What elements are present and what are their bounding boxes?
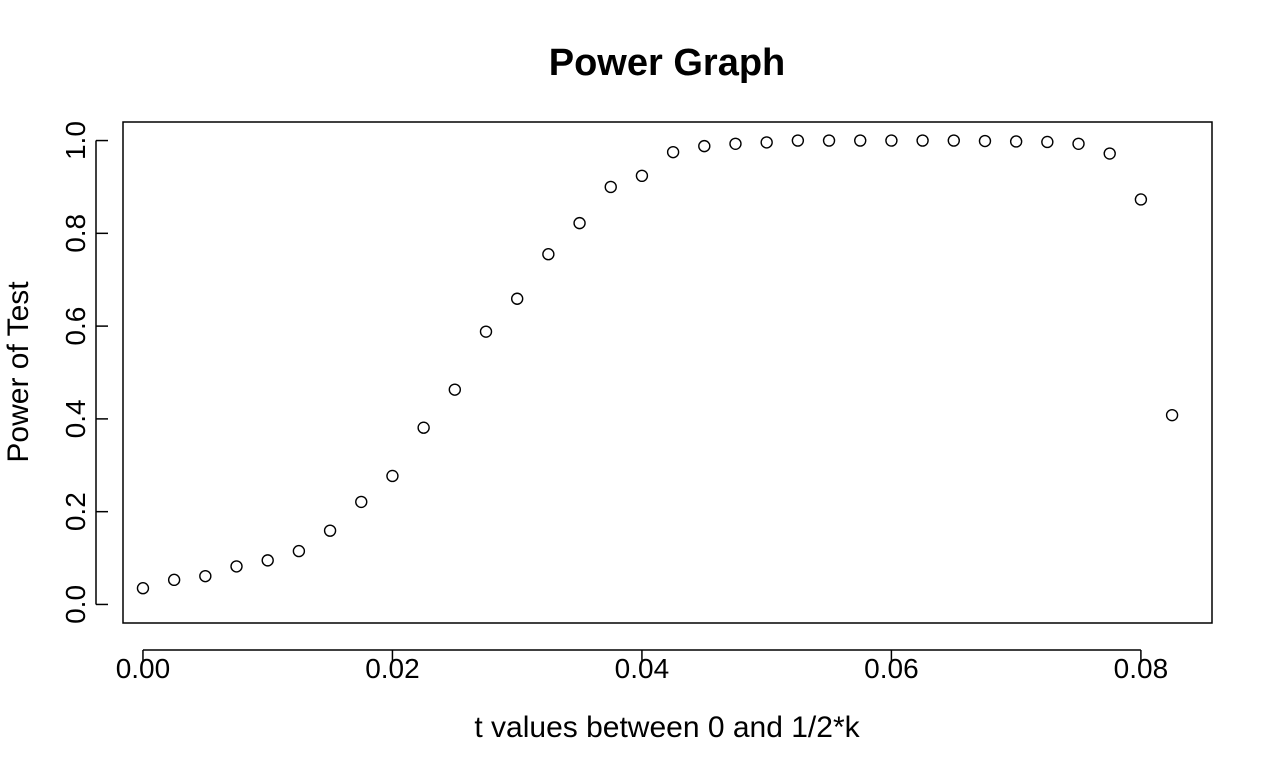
x-tick-label: 0.00 (116, 653, 171, 684)
x-tick-label: 0.02 (365, 653, 420, 684)
data-point (1072, 137, 1085, 151)
data-point (885, 134, 898, 147)
y-axis-label: Power of Test (2, 281, 35, 463)
data-point (729, 137, 742, 151)
y-tick-label: 0.2 (60, 492, 91, 531)
data-point (510, 292, 524, 305)
data-point (978, 134, 992, 148)
data-point (1165, 408, 1179, 422)
data-point (1041, 135, 1054, 149)
x-axis-label: t values between 0 and 1/2*k (474, 711, 860, 744)
y-tick-label: 0.6 (60, 307, 91, 346)
x-tick-label: 0.08 (1114, 653, 1169, 684)
plot-area-frame (122, 121, 1213, 624)
data-point (136, 582, 150, 595)
y-tick-label: 0.8 (60, 214, 91, 253)
data-point (417, 421, 430, 434)
data-points (136, 134, 1179, 595)
data-point (635, 169, 649, 183)
data-point (355, 495, 368, 509)
data-point (386, 469, 399, 483)
x-axis: 0.00 0.02 0.04 0.06 0.08 (116, 649, 1169, 684)
data-point (542, 248, 555, 261)
data-point (261, 554, 274, 567)
data-point (199, 569, 212, 583)
data-point (448, 383, 462, 396)
y-tick-label: 0.0 (60, 585, 91, 624)
data-point (916, 134, 929, 147)
data-point (947, 134, 960, 147)
data-point (604, 180, 617, 194)
y-tick-label: 0.4 (60, 399, 91, 438)
x-tick-label: 0.06 (864, 653, 919, 684)
data-point (822, 134, 836, 147)
data-point (760, 136, 773, 149)
y-tick-label: 1.0 (60, 121, 91, 160)
data-point (230, 560, 243, 573)
y-axis: 0.0 0.2 0.4 0.6 0.8 1.0 (60, 121, 108, 624)
data-point (1134, 193, 1148, 206)
data-point (479, 325, 493, 338)
data-point (1009, 135, 1023, 148)
data-point (666, 145, 680, 159)
data-point (1103, 147, 1116, 160)
x-tick-label: 0.04 (615, 653, 670, 684)
chart-title: Power Graph (549, 42, 786, 84)
data-point (698, 139, 711, 153)
data-point (323, 524, 337, 537)
data-point (573, 216, 586, 230)
data-point (791, 134, 805, 147)
data-point (292, 544, 306, 558)
data-point (167, 573, 181, 587)
data-point (854, 134, 867, 147)
